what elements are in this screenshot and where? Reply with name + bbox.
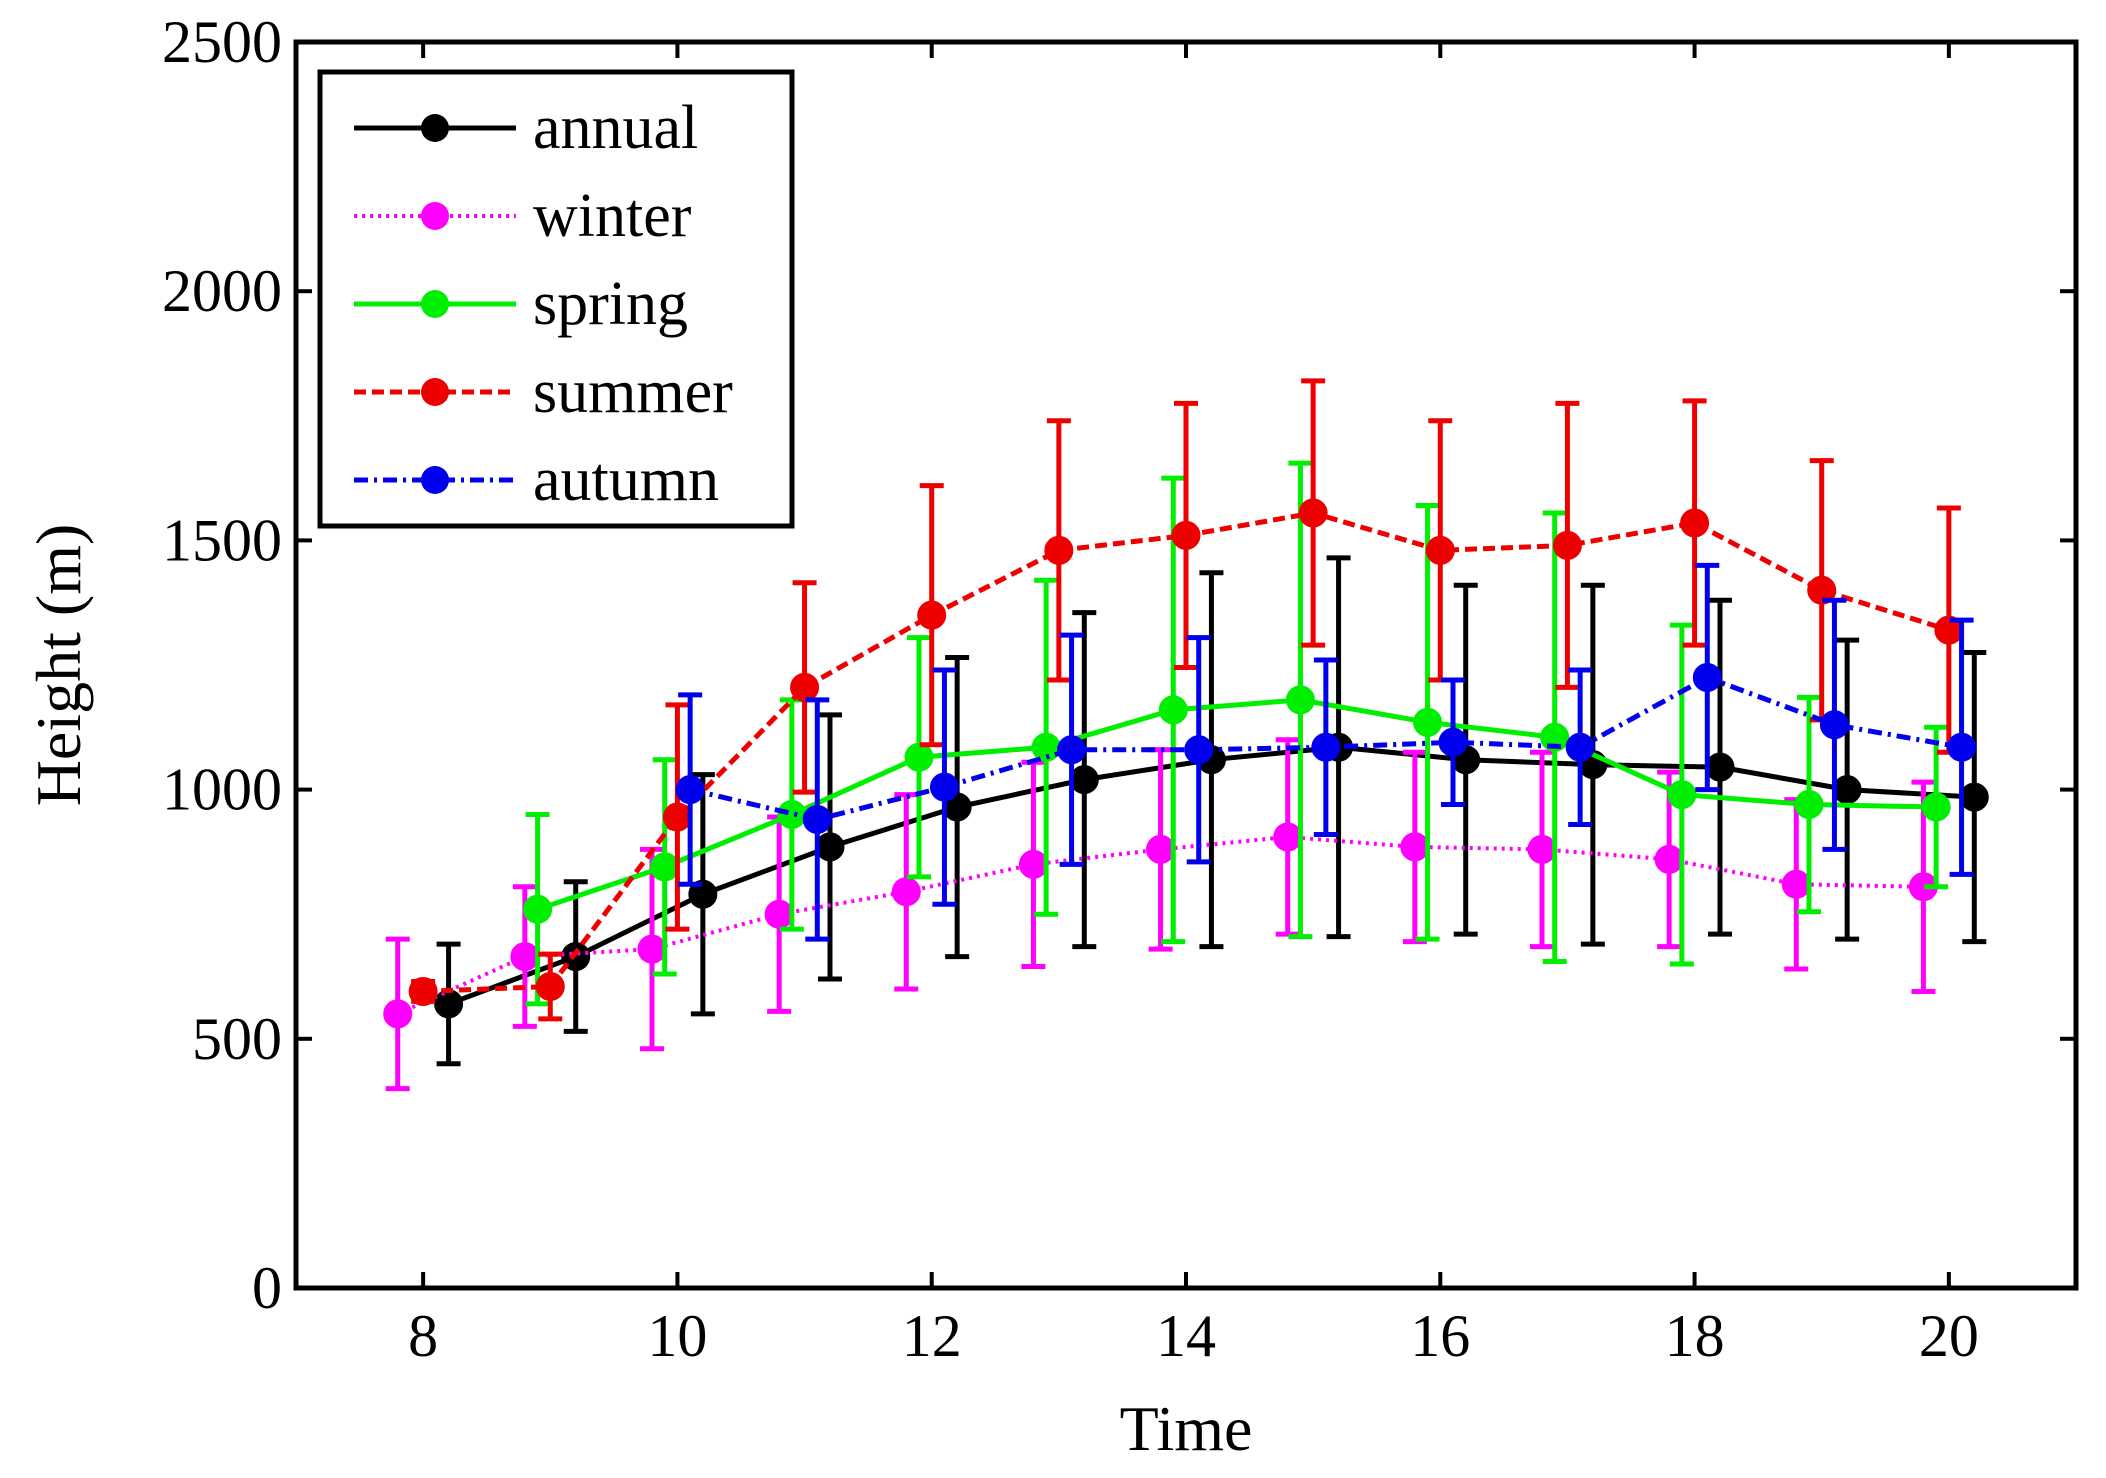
data-point-spring: [1667, 780, 1697, 810]
x-tick-label: 8: [408, 1303, 438, 1369]
data-point-spring: [650, 852, 680, 882]
series-winter: [383, 737, 1938, 1092]
data-point-winter: [1527, 834, 1557, 864]
data-point-summer: [1552, 530, 1582, 560]
data-point-spring: [904, 742, 934, 772]
data-point-spring: [523, 894, 553, 924]
legend-swatch-marker: [421, 290, 449, 318]
data-point-spring: [1921, 792, 1951, 822]
legend-label: annual: [533, 94, 698, 162]
legend-swatch-marker: [421, 114, 449, 142]
data-point-winter: [383, 999, 413, 1029]
data-point-autumn: [1057, 735, 1087, 765]
data-point-autumn: [1184, 735, 1214, 765]
data-point-summer: [662, 802, 692, 832]
data-point-annual: [1069, 765, 1099, 795]
legend-box: [317, 69, 795, 529]
data-point-summer: [1044, 535, 1074, 565]
data-point-winter: [1273, 822, 1303, 852]
data-point-autumn: [1311, 732, 1341, 762]
x-tick-label: 16: [1410, 1303, 1470, 1369]
marks-layer: [383, 378, 1989, 1092]
legend-label: summer: [533, 358, 733, 426]
data-point-autumn: [929, 772, 959, 802]
series-autumn: [675, 562, 1977, 942]
data-point-winter: [1781, 869, 1811, 899]
series-line-spring: [536, 697, 1937, 912]
legend: annual winter spring summer autumn: [317, 69, 795, 529]
data-point-winter: [764, 899, 794, 929]
legend-swatch-marker: [421, 202, 449, 230]
y-tick-label: 2000: [162, 258, 282, 324]
data-point-spring: [1794, 790, 1824, 820]
data-point-annual: [1705, 752, 1735, 782]
data-point-winter: [1400, 832, 1430, 862]
data-point-summer: [1298, 498, 1328, 528]
legend-item: autumn: [354, 446, 719, 514]
data-point-autumn: [1692, 662, 1722, 692]
legend-item: winter: [354, 182, 692, 250]
data-point-annual: [1832, 775, 1862, 805]
data-point-annual: [1959, 782, 1989, 812]
legend-item: summer: [354, 358, 733, 426]
data-point-summer: [790, 672, 820, 702]
y-tick-label: 500: [192, 1006, 282, 1072]
data-point-spring: [1158, 695, 1188, 725]
data-point-summer: [408, 976, 438, 1006]
y-axis-title: Height (m): [23, 524, 94, 807]
data-point-winter: [1018, 849, 1048, 879]
data-point-annual: [815, 832, 845, 862]
data-point-spring: [777, 800, 807, 830]
data-point-winter: [1654, 844, 1684, 874]
legend-item: spring: [354, 270, 688, 338]
series-summer: [408, 378, 1964, 1022]
legend-swatch-marker: [421, 466, 449, 494]
data-point-spring: [1031, 732, 1061, 762]
data-point-autumn: [802, 805, 832, 835]
data-point-summer: [1425, 535, 1455, 565]
legend-item: annual: [354, 94, 698, 162]
x-tick-label: 14: [1156, 1303, 1216, 1369]
data-point-autumn: [1565, 732, 1595, 762]
data-point-autumn: [1819, 710, 1849, 740]
series-annual: [434, 555, 1989, 1067]
x-tick-label: 20: [1919, 1303, 1979, 1369]
x-tick-label: 18: [1665, 1303, 1725, 1369]
x-axis-title: Time: [1120, 1393, 1253, 1464]
y-tick-label: 1000: [162, 757, 282, 823]
y-tick-label: 1500: [162, 507, 282, 573]
data-point-annual: [688, 879, 718, 909]
data-point-winter: [891, 877, 921, 907]
data-point-winter: [637, 934, 667, 964]
data-point-autumn: [1438, 727, 1468, 757]
data-point-autumn: [1947, 732, 1977, 762]
data-point-summer: [1680, 508, 1710, 538]
x-tick-label: 10: [647, 1303, 707, 1369]
data-point-summer: [535, 971, 565, 1001]
y-tick-label: 2500: [162, 9, 282, 75]
data-point-spring: [1285, 685, 1315, 715]
legend-label: spring: [533, 270, 688, 338]
data-point-summer: [1807, 575, 1837, 605]
legend-label: autumn: [533, 446, 719, 514]
data-point-autumn: [675, 775, 705, 805]
data-point-winter: [510, 942, 540, 972]
series-spring: [523, 460, 1951, 1007]
y-tick-label: 0: [252, 1255, 282, 1321]
data-point-summer: [1171, 520, 1201, 550]
legend-swatch-marker: [421, 378, 449, 406]
legend-label: winter: [533, 182, 692, 250]
data-point-summer: [917, 600, 947, 630]
x-tick-label: 12: [902, 1303, 962, 1369]
data-point-annual: [434, 989, 464, 1019]
data-point-spring: [1413, 707, 1443, 737]
ticks-layer: 8 10 12 14 16 18 20 0 500 1000 1500 2000 2500: [162, 9, 2076, 1369]
data-point-winter: [1146, 834, 1176, 864]
